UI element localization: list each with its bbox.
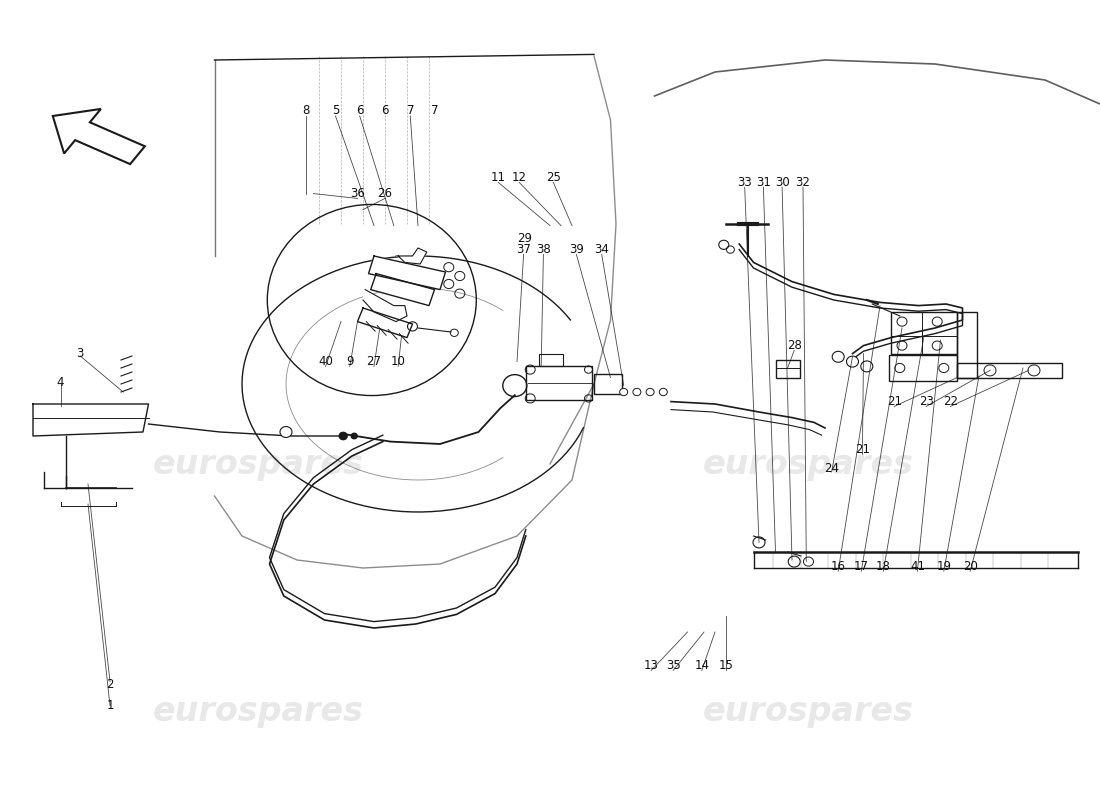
Circle shape — [646, 388, 654, 396]
Text: 12: 12 — [512, 171, 527, 184]
Text: 30: 30 — [774, 176, 790, 189]
Circle shape — [789, 556, 800, 567]
Text: 22: 22 — [943, 395, 958, 408]
Text: 4: 4 — [57, 376, 64, 389]
Bar — [539, 354, 563, 366]
Text: 37: 37 — [516, 243, 531, 256]
Text: 11: 11 — [491, 171, 506, 184]
Text: 18: 18 — [876, 560, 891, 573]
Text: 38: 38 — [536, 243, 551, 256]
Polygon shape — [396, 248, 427, 264]
Text: 8: 8 — [302, 104, 309, 117]
Text: 32: 32 — [795, 176, 811, 189]
Text: 5: 5 — [332, 104, 339, 117]
Text: 31: 31 — [756, 176, 771, 189]
Bar — [594, 374, 621, 394]
Text: 9: 9 — [346, 355, 353, 368]
Text: 27: 27 — [366, 355, 382, 368]
Text: 21: 21 — [855, 443, 870, 456]
Text: eurospares: eurospares — [153, 695, 364, 729]
Text: 14: 14 — [694, 659, 710, 672]
Circle shape — [803, 557, 814, 566]
Circle shape — [351, 434, 358, 438]
Text: 24: 24 — [824, 462, 839, 474]
Text: 13: 13 — [644, 659, 659, 672]
Text: 23: 23 — [918, 395, 934, 408]
Circle shape — [847, 356, 858, 367]
Text: 33: 33 — [737, 176, 752, 189]
Text: 21: 21 — [887, 395, 902, 408]
Circle shape — [632, 388, 641, 396]
Bar — [891, 312, 957, 354]
Polygon shape — [371, 274, 435, 306]
Polygon shape — [363, 290, 407, 322]
Text: 6: 6 — [356, 104, 363, 117]
Bar — [957, 363, 1062, 378]
Text: 15: 15 — [718, 659, 734, 672]
Bar — [526, 366, 592, 400]
Polygon shape — [53, 109, 145, 164]
Text: 1: 1 — [107, 699, 113, 712]
Circle shape — [280, 426, 292, 438]
Text: 34: 34 — [594, 243, 609, 256]
Circle shape — [861, 361, 872, 372]
Text: eurospares: eurospares — [153, 447, 364, 481]
Text: eurospares: eurospares — [703, 695, 914, 729]
Text: 17: 17 — [854, 560, 869, 573]
Text: 41: 41 — [910, 560, 925, 573]
Text: 28: 28 — [786, 339, 802, 352]
Text: eurospares: eurospares — [703, 447, 914, 481]
Text: 35: 35 — [666, 659, 681, 672]
Circle shape — [754, 537, 764, 548]
Circle shape — [659, 388, 668, 396]
Text: 16: 16 — [830, 560, 846, 573]
Text: 39: 39 — [569, 243, 584, 256]
Text: 10: 10 — [390, 355, 406, 368]
Bar — [776, 360, 800, 378]
Bar — [957, 312, 977, 378]
Text: 26: 26 — [377, 187, 393, 200]
Circle shape — [833, 351, 844, 362]
Text: 25: 25 — [546, 171, 561, 184]
Text: 29: 29 — [517, 232, 532, 245]
Polygon shape — [368, 256, 446, 290]
Text: 36: 36 — [350, 187, 365, 200]
Text: 7: 7 — [431, 104, 438, 117]
Bar — [889, 355, 957, 381]
Text: 40: 40 — [318, 355, 333, 368]
Text: 20: 20 — [962, 560, 978, 573]
Text: 7: 7 — [407, 104, 414, 117]
Text: 19: 19 — [936, 560, 952, 573]
Circle shape — [339, 432, 348, 440]
Text: 3: 3 — [77, 347, 84, 360]
Polygon shape — [358, 308, 412, 338]
Text: 2: 2 — [107, 678, 113, 690]
Text: 6: 6 — [382, 104, 388, 117]
Circle shape — [619, 388, 628, 396]
